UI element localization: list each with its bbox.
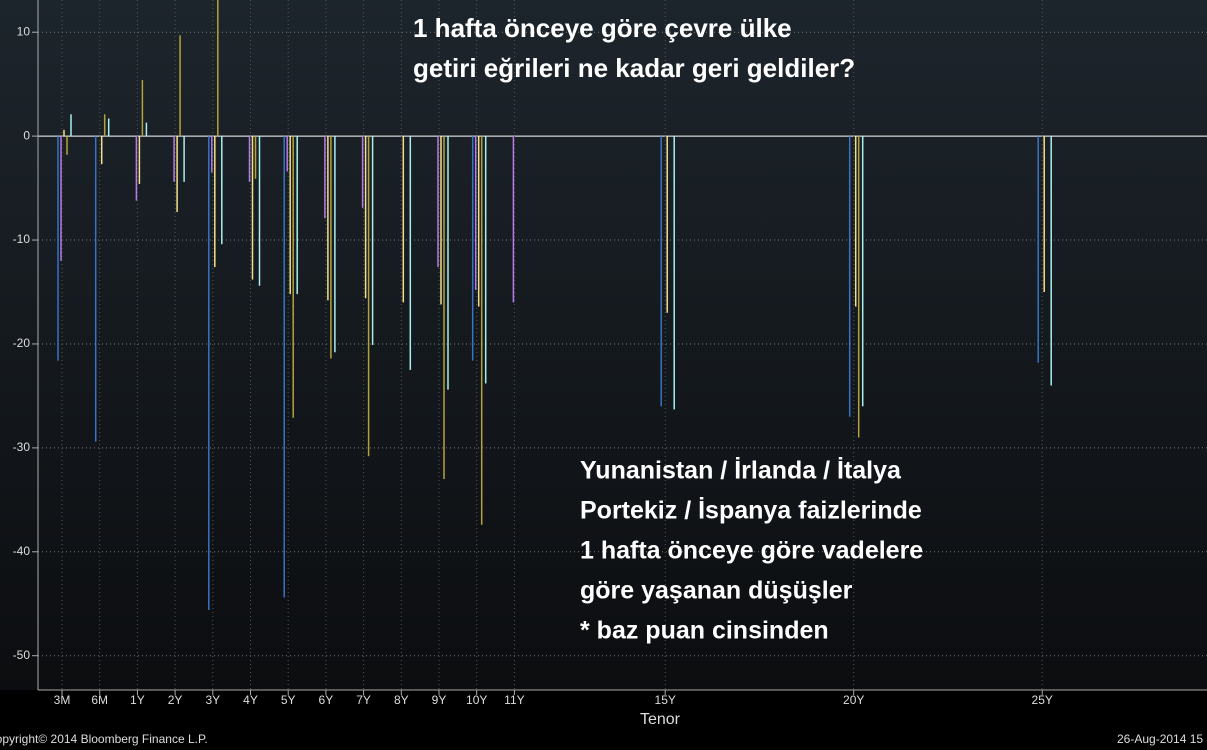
bar	[437, 136, 439, 268]
bar	[211, 136, 213, 173]
annotation: Yunanistan / İrlanda / İtalya	[580, 457, 902, 485]
bar	[660, 136, 662, 407]
bar	[480, 136, 483, 525]
bar	[334, 136, 336, 353]
bar	[176, 136, 178, 212]
bar	[477, 136, 480, 307]
bar	[248, 136, 251, 182]
x-tick-label: 6Y	[319, 693, 334, 707]
bar	[251, 136, 254, 280]
bar	[283, 136, 285, 598]
y-tick-label: -10	[13, 232, 31, 246]
x-tick-label: 3Y	[205, 693, 220, 707]
bar	[364, 136, 367, 299]
x-tick-label: 9Y	[432, 693, 447, 707]
x-tick-label: 6M	[91, 693, 108, 707]
bar	[443, 136, 445, 480]
bar	[324, 136, 326, 219]
bar	[484, 136, 487, 384]
y-tick-label: -40	[13, 544, 31, 558]
bar	[66, 136, 68, 155]
bar	[286, 136, 288, 172]
bar	[292, 136, 294, 418]
bar	[145, 122, 148, 137]
bar	[289, 136, 291, 295]
y-tick-label: -20	[13, 336, 31, 350]
x-tick-label: 8Y	[394, 693, 409, 707]
x-axis-title: Tenor	[640, 711, 681, 728]
bar	[1037, 136, 1039, 363]
bar	[474, 136, 477, 290]
y-tick-label: 10	[17, 24, 31, 38]
annotation: * baz puan cinsinden	[580, 617, 829, 645]
bar	[214, 136, 216, 268]
bar	[447, 136, 449, 390]
bar	[857, 136, 860, 438]
bar	[183, 136, 185, 182]
bar	[402, 136, 405, 303]
annotation: getiri eğrileri ne kadar geri geldiler?	[413, 53, 855, 83]
annotation: Portekiz / İspanya faizlerinde	[580, 497, 922, 525]
bar	[258, 136, 261, 286]
x-tick-label: 4Y	[243, 693, 258, 707]
bar	[330, 136, 332, 359]
footer: 26-Aug-2014 15	[1117, 732, 1203, 746]
bar	[409, 136, 412, 370]
x-tick-label: 3M	[54, 693, 71, 707]
bar	[861, 136, 864, 407]
bar	[673, 136, 675, 410]
bar	[103, 114, 106, 137]
bar	[367, 136, 370, 457]
bar	[221, 136, 223, 245]
bar	[1043, 136, 1045, 293]
footer: Copyright© 2014 Bloomberg Finance L.P.	[0, 732, 208, 746]
x-tick-label: 11Y	[504, 693, 524, 707]
bar	[361, 136, 364, 208]
bar	[1050, 136, 1052, 386]
bar	[471, 136, 474, 361]
bar	[63, 129, 65, 137]
annotation: 1 hafta önceye göre çevre ülke	[413, 13, 792, 43]
bar	[57, 136, 59, 361]
bar	[208, 136, 210, 610]
x-tick-label: 7Y	[356, 693, 371, 707]
bar	[440, 136, 442, 305]
bar	[173, 136, 175, 182]
x-tick-label: 2Y	[168, 693, 183, 707]
x-tick-label: 15Y	[655, 693, 676, 707]
x-tick-label: 1Y	[130, 693, 145, 707]
annotation: göre yaşanan düşüşler	[580, 577, 853, 605]
bar	[217, 0, 219, 137]
x-tick-label: 20Y	[843, 693, 864, 707]
x-tick-label: 25Y	[1032, 693, 1053, 707]
y-tick-label: 0	[23, 128, 30, 142]
bar	[327, 136, 329, 301]
bar	[138, 136, 141, 184]
x-tick-label: 5Y	[281, 693, 296, 707]
bar	[254, 136, 257, 179]
bar	[848, 136, 851, 417]
x-tick-label: 10Y	[466, 693, 487, 707]
bar	[107, 118, 110, 137]
bar	[141, 80, 144, 137]
bar	[70, 114, 72, 137]
bar	[179, 35, 181, 137]
axis-band	[0, 690, 1207, 750]
bar	[512, 136, 515, 303]
bar	[100, 136, 103, 165]
bar	[296, 136, 298, 295]
bar	[854, 136, 857, 307]
annotation: 1 hafta önceye göre vadelere	[580, 537, 923, 565]
bar	[371, 136, 374, 345]
bar	[135, 136, 138, 201]
bar	[94, 136, 97, 442]
bar	[60, 136, 62, 261]
y-tick-label: -30	[13, 440, 31, 454]
bar	[666, 136, 668, 313]
y-tick-label: -50	[13, 648, 31, 662]
